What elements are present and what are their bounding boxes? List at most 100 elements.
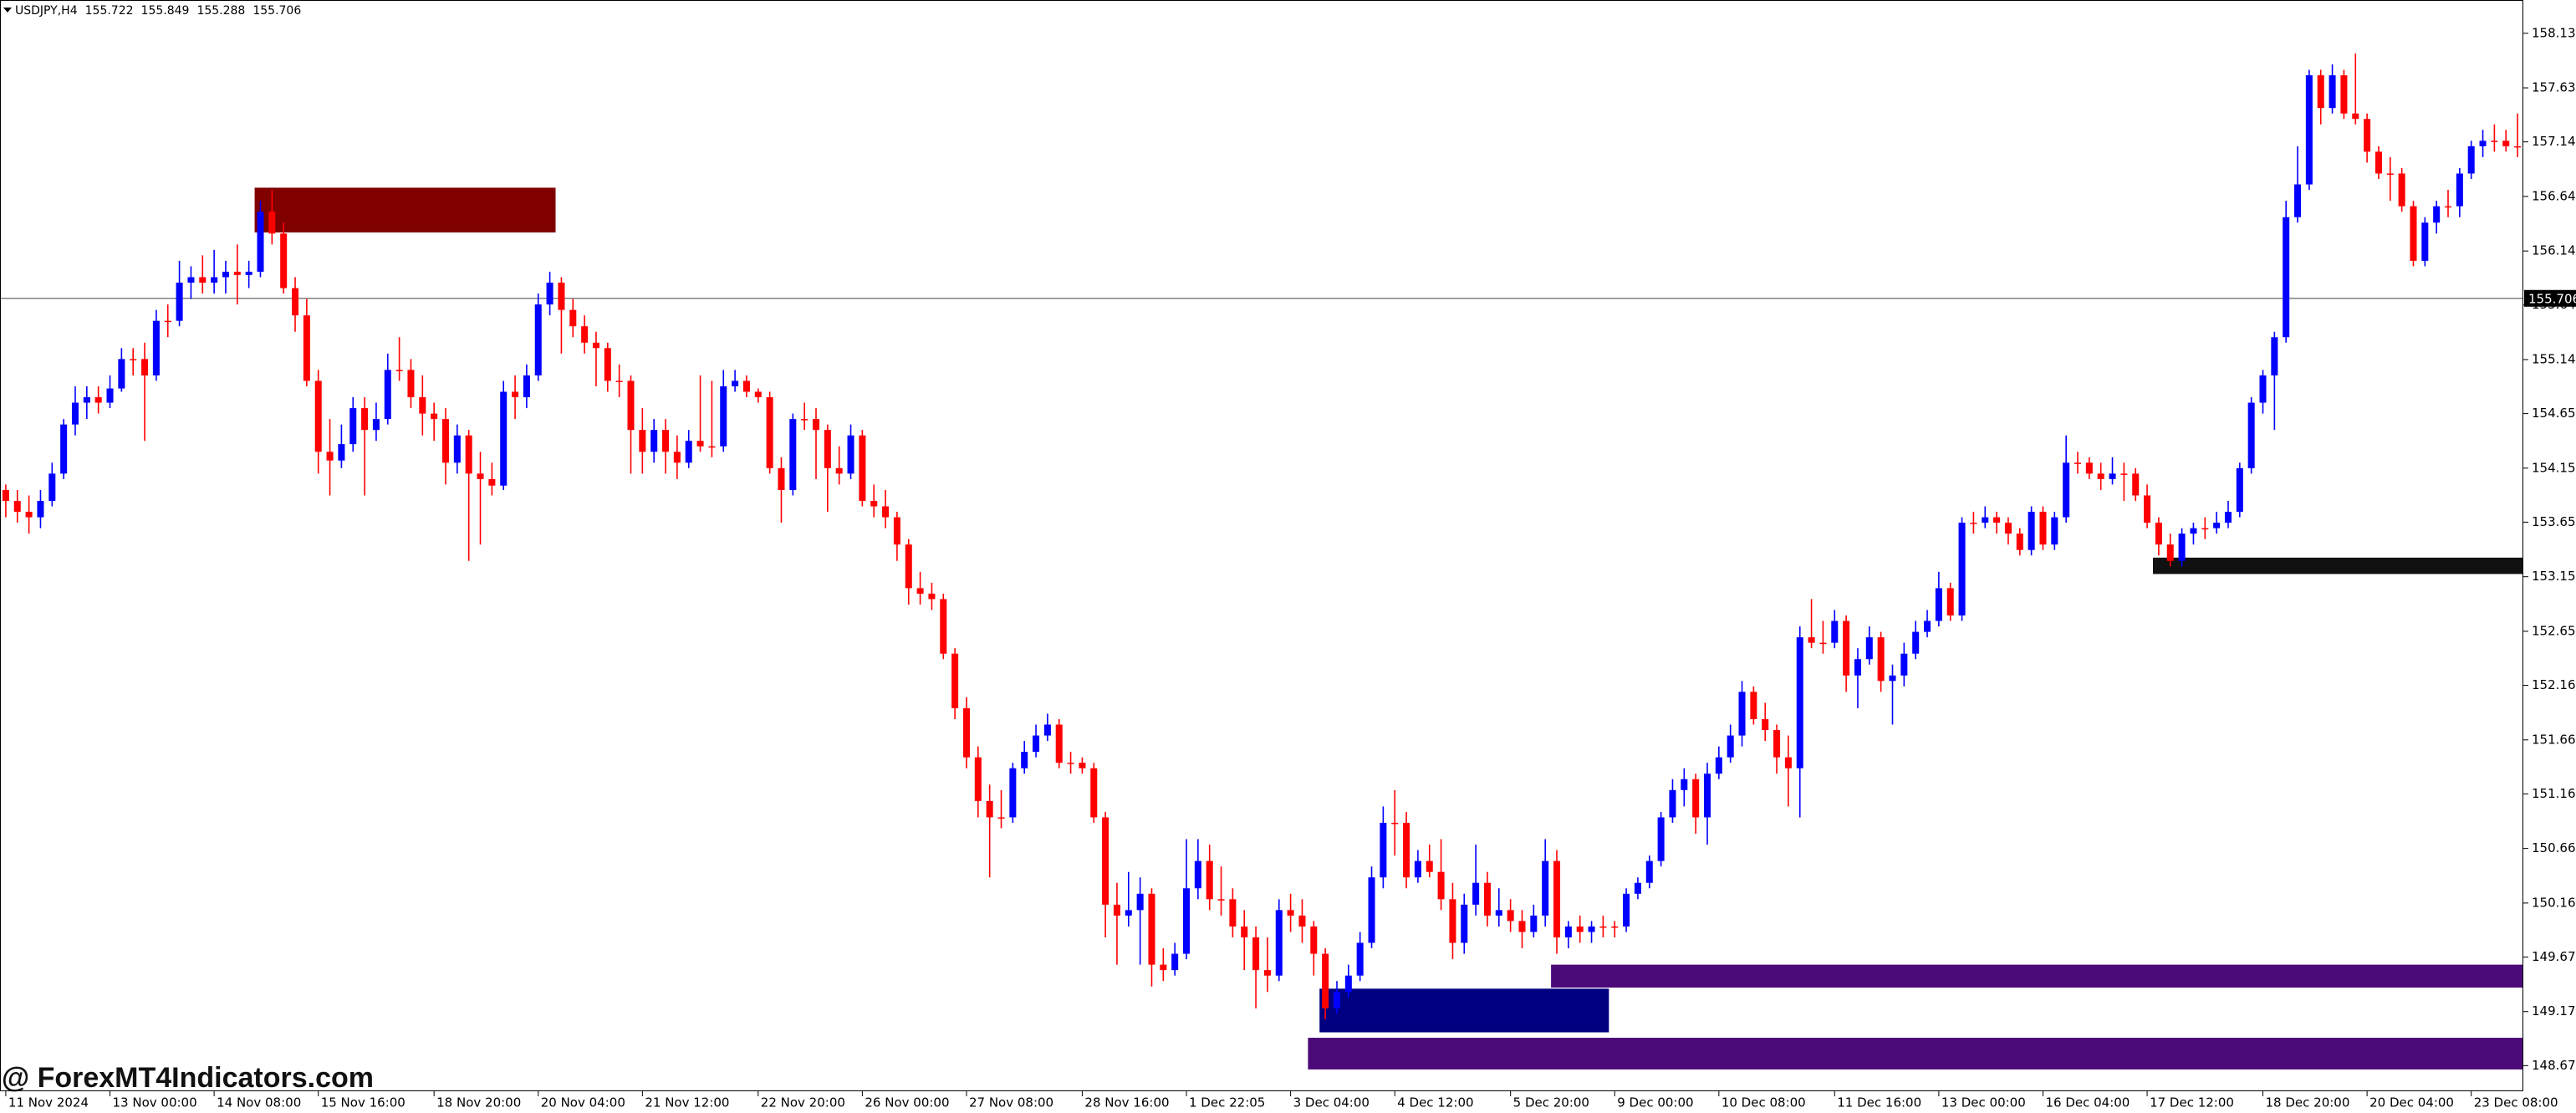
candle-body bbox=[2051, 517, 2058, 545]
candle-body bbox=[187, 277, 195, 283]
candle-body bbox=[1681, 779, 1688, 790]
symbol: USDJPY,H4 bbox=[15, 4, 78, 18]
x-tick-label: 9 Dec 00:00 bbox=[1617, 1095, 1693, 1110]
x-tick-label: 5 Dec 20:00 bbox=[1513, 1095, 1589, 1110]
candle-body bbox=[2190, 528, 2197, 534]
candle-body bbox=[2178, 534, 2186, 561]
candle-body bbox=[25, 512, 33, 518]
y-tick-label: 156.640 bbox=[2532, 188, 2576, 203]
candle-body bbox=[488, 478, 496, 486]
candle-body bbox=[372, 419, 380, 431]
candle-body bbox=[1263, 970, 1271, 976]
candle-body bbox=[1079, 763, 1086, 768]
candle-body bbox=[280, 233, 288, 288]
candle-body bbox=[1912, 631, 1920, 654]
candle-body bbox=[2271, 337, 2278, 375]
price-label-box bbox=[2524, 289, 2576, 307]
candle-body bbox=[824, 430, 831, 468]
candle-body bbox=[1530, 915, 1538, 932]
candle-body bbox=[1043, 724, 1051, 736]
candle-body bbox=[1414, 860, 1421, 878]
candle-body bbox=[2004, 523, 2012, 534]
candle-body bbox=[60, 424, 68, 474]
x-tick-label: 4 Dec 12:00 bbox=[1397, 1095, 1473, 1110]
zone bbox=[254, 187, 556, 232]
candle-body bbox=[951, 653, 959, 708]
candle-body bbox=[1576, 926, 1584, 932]
high: 155.849 bbox=[141, 4, 190, 18]
candle-body bbox=[1344, 975, 1352, 993]
candle-body bbox=[106, 388, 114, 403]
candle-body bbox=[592, 342, 599, 349]
candle-body bbox=[812, 419, 820, 431]
candle-body bbox=[2224, 512, 2232, 523]
candle-body bbox=[1298, 915, 1306, 927]
x-tick-label: 18 Dec 20:00 bbox=[2266, 1095, 2350, 1110]
zone bbox=[1308, 1038, 2523, 1070]
candle-body bbox=[1784, 757, 1792, 768]
candle-body bbox=[2283, 217, 2290, 338]
candle-body bbox=[1148, 893, 1155, 965]
candle-body bbox=[2329, 75, 2336, 109]
candle-body bbox=[361, 408, 369, 431]
candle-body bbox=[581, 326, 589, 343]
candle-body bbox=[1333, 992, 1341, 1008]
candle-body bbox=[1322, 953, 1329, 1008]
candle-body bbox=[1310, 926, 1318, 954]
y-tick-label: 157.140 bbox=[2532, 134, 2576, 149]
candle-body bbox=[1113, 904, 1120, 916]
candle-body bbox=[2502, 140, 2510, 146]
x-tick-label: 11 Nov 2024 bbox=[8, 1095, 89, 1110]
candle-body bbox=[2433, 206, 2441, 223]
x-tick-label: 17 Dec 12:00 bbox=[2150, 1095, 2234, 1110]
candle-body bbox=[1865, 637, 1873, 660]
y-tick-label: 157.635 bbox=[2532, 80, 2576, 95]
candle-body bbox=[1461, 904, 1468, 943]
plot-layer bbox=[0, 53, 2523, 1070]
x-tick-label: 23 Dec 08:00 bbox=[2474, 1095, 2558, 1110]
candle-body bbox=[1970, 523, 1977, 524]
x-tick-label: 13 Dec 00:00 bbox=[1941, 1095, 2026, 1110]
candle-body bbox=[268, 212, 276, 234]
candle-body bbox=[1507, 910, 1514, 922]
candle-body bbox=[778, 467, 785, 490]
y-tick-label: 152.655 bbox=[2532, 623, 2576, 638]
watermark: @ ForexMT4Indicators.com bbox=[2, 1062, 374, 1094]
y-tick-label: 150.165 bbox=[2532, 895, 2576, 910]
candle-body bbox=[1542, 860, 1549, 916]
candle-body bbox=[2294, 184, 2302, 217]
candle-body bbox=[1356, 942, 1364, 976]
candle-body bbox=[1102, 817, 1109, 905]
x-tick-label: 18 Nov 20:00 bbox=[436, 1095, 521, 1110]
candle-body bbox=[789, 419, 797, 490]
candle-body bbox=[1843, 620, 1850, 676]
x-tick-label: 15 Nov 16:00 bbox=[321, 1095, 406, 1110]
candle-body bbox=[1738, 692, 1746, 736]
x-tick-label: 20 Dec 04:00 bbox=[2369, 1095, 2454, 1110]
candle-body bbox=[546, 282, 553, 305]
candle-body bbox=[962, 707, 970, 758]
candle-body bbox=[83, 397, 90, 403]
y-tick-label: 153.155 bbox=[2532, 569, 2576, 584]
candle-body bbox=[2444, 206, 2452, 208]
candle-body bbox=[1645, 860, 1653, 883]
candle-body bbox=[1368, 877, 1375, 943]
candle-body bbox=[1033, 735, 1040, 753]
candle-body bbox=[37, 500, 44, 518]
candle-body bbox=[905, 544, 912, 589]
candle-body bbox=[893, 517, 900, 545]
candle-body bbox=[2352, 113, 2359, 120]
candle-body bbox=[2236, 467, 2243, 513]
candle-body bbox=[1773, 730, 1781, 758]
candle-body bbox=[465, 435, 472, 474]
candle-body bbox=[2028, 512, 2035, 550]
x-tick-label: 28 Nov 16:00 bbox=[1084, 1095, 1169, 1110]
x-tick-label: 10 Dec 08:00 bbox=[1722, 1095, 1806, 1110]
candle-body bbox=[986, 800, 993, 818]
x-tick-label: 13 Nov 00:00 bbox=[113, 1095, 197, 1110]
candle-body bbox=[1924, 620, 1931, 632]
candle-body bbox=[2364, 119, 2371, 152]
candle-body bbox=[1854, 659, 1861, 676]
